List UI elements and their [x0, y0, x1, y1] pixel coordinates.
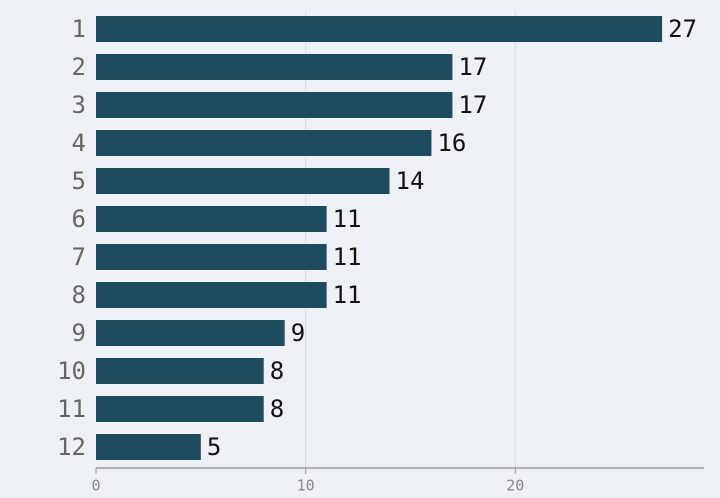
- value-label: 8: [270, 357, 284, 385]
- y-tick-label: 7: [72, 243, 86, 271]
- y-tick-label: 4: [72, 129, 86, 157]
- bar: [96, 168, 390, 194]
- y-tick-label: 12: [57, 433, 86, 461]
- value-label: 9: [291, 319, 305, 347]
- value-label: 17: [458, 53, 487, 81]
- value-label: 27: [668, 15, 697, 43]
- y-tick-label: 2: [72, 53, 86, 81]
- y-tick-label: 1: [72, 15, 86, 43]
- value-label: 11: [333, 205, 362, 233]
- y-tick-label: 3: [72, 91, 86, 119]
- bar: [96, 358, 264, 384]
- bar: [96, 54, 453, 80]
- x-tick-label: 20: [506, 477, 524, 495]
- y-tick-label: 9: [72, 319, 86, 347]
- x-tick-label: 0: [91, 477, 100, 495]
- bar: [96, 130, 432, 156]
- bar: [96, 16, 663, 42]
- x-tick-label: 10: [297, 477, 315, 495]
- bar: [96, 244, 327, 270]
- value-label: 14: [396, 167, 425, 195]
- y-tick-label: 8: [72, 281, 86, 309]
- value-label: 5: [207, 433, 221, 461]
- bar: [96, 92, 453, 118]
- bar: [96, 206, 327, 232]
- value-label: 11: [333, 243, 362, 271]
- y-tick-label: 6: [72, 205, 86, 233]
- y-tick-label: 10: [57, 357, 86, 385]
- value-label: 16: [437, 129, 466, 157]
- y-tick-label: 5: [72, 167, 86, 195]
- y-tick-label: 11: [57, 395, 86, 423]
- bar: [96, 434, 201, 460]
- value-label: 8: [270, 395, 284, 423]
- bar: [96, 282, 327, 308]
- value-label: 17: [458, 91, 487, 119]
- bar: [96, 396, 264, 422]
- value-label: 11: [333, 281, 362, 309]
- bar: [96, 320, 285, 346]
